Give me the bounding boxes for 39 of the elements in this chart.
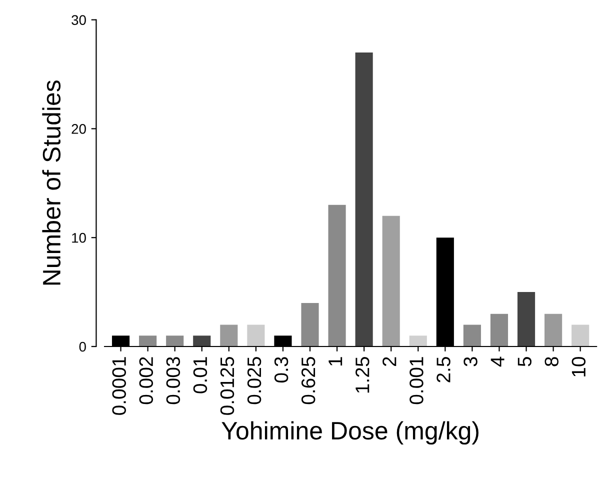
bar bbox=[247, 324, 265, 346]
bar bbox=[544, 314, 562, 346]
y-tick-label: 10 bbox=[72, 232, 86, 243]
x-tick-label: 0.3 bbox=[274, 357, 288, 382]
x-tick-label: 3 bbox=[464, 357, 478, 366]
bar bbox=[301, 302, 319, 346]
y-axis-title: Number of Studies bbox=[42, 80, 61, 285]
bar bbox=[517, 292, 536, 346]
x-tick-label: 0.025 bbox=[247, 357, 262, 404]
x-axis-title: Yohimine Dose (mg/kg) bbox=[222, 421, 478, 445]
x-tick-label: 0.003 bbox=[166, 357, 180, 404]
bar bbox=[572, 324, 590, 346]
bar bbox=[193, 336, 211, 346]
x-tick-label: 1.25 bbox=[356, 357, 370, 393]
bar bbox=[166, 336, 184, 346]
x-tick-label: 8 bbox=[544, 357, 559, 366]
x-tick-label: 10 bbox=[572, 356, 586, 376]
x-tick-label: 4 bbox=[490, 356, 504, 367]
bar bbox=[220, 324, 238, 346]
x-tick-label: 0.0001 bbox=[112, 357, 126, 415]
bar bbox=[382, 216, 400, 346]
y-tick-label: 30 bbox=[72, 15, 86, 25]
x-tick-label: 0.0125 bbox=[220, 357, 234, 415]
x-tick-label: 0.625 bbox=[301, 357, 316, 404]
y-tick-label: 20 bbox=[72, 124, 86, 134]
x-tick-label: 0.001 bbox=[410, 357, 424, 404]
x-tick-label: 1 bbox=[328, 357, 342, 366]
bar bbox=[490, 314, 508, 346]
bar bbox=[328, 204, 346, 346]
x-tick-label: 2.5 bbox=[436, 357, 450, 382]
x-tick-label: 0.01 bbox=[193, 357, 208, 394]
bar bbox=[409, 336, 427, 346]
bar bbox=[355, 52, 373, 346]
y-tick-label: 0 bbox=[79, 342, 86, 352]
bar bbox=[139, 336, 157, 346]
bar bbox=[463, 324, 481, 346]
x-tick-label: 2 bbox=[382, 357, 396, 366]
x-tick-label: 5 bbox=[518, 357, 532, 366]
x-tick-label: 0.002 bbox=[139, 357, 154, 404]
